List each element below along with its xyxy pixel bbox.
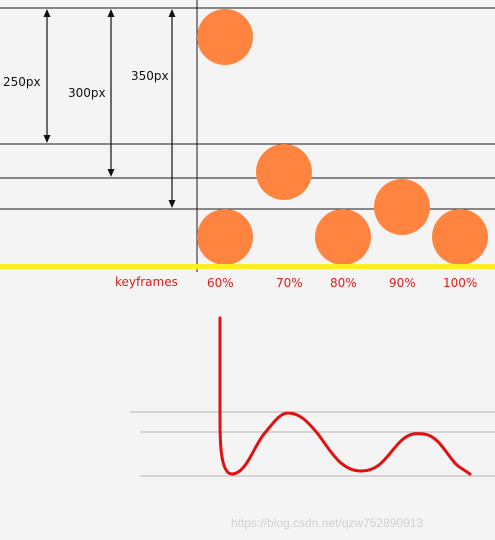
measure-arrow-350 [168,9,176,208]
measure-label-250: 250px [3,75,41,89]
watermark-url: https://blog.csdn.net/qzw752890913 [231,516,423,530]
measure-label-300: 300px [68,86,106,100]
ball-start-position [197,9,253,65]
floor-line [0,264,495,269]
measure-arrow-300 [107,9,115,177]
ball-80-percent [315,209,371,265]
ball-100-percent [432,209,488,265]
ball-60-percent [197,209,253,265]
measure-label-350: 350px [131,69,169,83]
ball-90-percent [374,179,430,235]
keyframe-label-60: 60% [207,276,234,290]
keyframe-label-100: 100% [443,276,477,290]
keyframe-label-80: 80% [330,276,357,290]
measure-arrow-250 [43,9,51,143]
keyframe-label-90: 90% [389,276,416,290]
ball-70-percent [256,144,312,200]
bounce-timing-curve [218,316,472,476]
keyframe-label-70: 70% [276,276,303,290]
keyframes-label: keyframes [115,275,178,289]
